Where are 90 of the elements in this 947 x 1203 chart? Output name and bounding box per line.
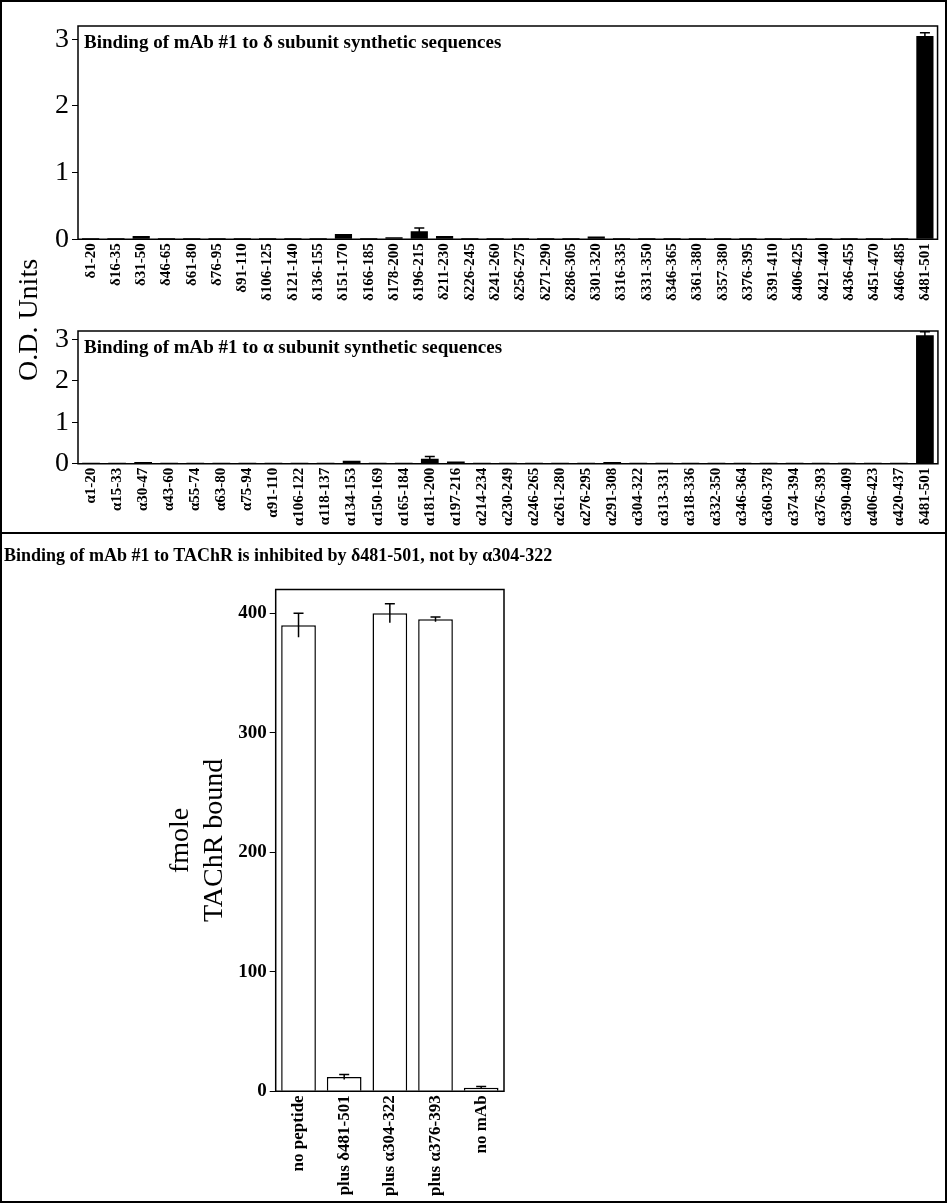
y-tick-label: 100 [238,959,267,981]
y-tick-label: 0 [55,445,69,477]
y-tick-label: 1 [55,404,69,436]
x-tick-label: δ421-440 [814,243,831,301]
x-tick-label: δ316-335 [612,243,629,301]
y-tick-label: 2 [55,363,69,395]
x-tick-label: α134-153 [342,467,359,527]
x-tick-label: α390-409 [837,467,854,527]
x-tick-label: δ46-65 [157,243,174,286]
x-tick-label: δ151-170 [334,243,351,301]
x-tick-label: α181-200 [420,467,437,527]
y-tick-label: 300 [238,720,267,742]
x-tick-label: δ76-95 [207,243,224,286]
y-tick-label: 0 [257,1079,267,1101]
y-tick-label: 1 [55,154,69,186]
x-tick-label: no peptide [287,1094,307,1172]
x-tick-label: α374-394 [785,467,802,527]
x-tick-label: δ271-290 [536,243,553,301]
y-tick-label: 2 [55,88,69,120]
chart-title: Binding of mAb #1 to δ subunit synthetic sequences [84,31,502,53]
x-tick-label: α332-350 [707,467,724,527]
x-tick-label: α63-80 [212,467,229,512]
x-tick-label: plus α304-322 [379,1095,399,1197]
x-tick-label: δ256-275 [511,243,528,301]
y-tick-label: 0 [55,221,69,253]
x-tick-label: δ166-185 [359,243,376,301]
x-tick-label: α291-308 [603,467,620,527]
x-tick-label: δ406-425 [789,243,806,301]
x-tick-label: α106-122 [290,467,307,527]
x-tick-label: α360-378 [759,467,776,527]
x-tick-label: δ346-365 [662,243,679,301]
x-tick-label: δ286-305 [561,243,578,301]
x-tick-label: α313-331 [655,467,672,527]
y-tick-label: 3 [55,321,69,353]
x-tick-label: α43-60 [160,467,177,512]
x-tick-label: α118-137 [316,467,333,526]
y-tick-label: 400 [238,601,267,623]
x-tick-label: α246-265 [524,467,541,527]
x-tick-label: α55-74 [186,467,203,512]
x-tick-label: α276-295 [577,467,594,527]
x-tick-label: α150-169 [368,467,385,527]
x-tick-label: δ121-140 [283,243,300,301]
x-tick-label: δ1-20 [81,243,98,279]
x-tick-label: δ91-110 [233,243,250,293]
x-tick-label: α376-393 [811,467,828,527]
x-tick-label: δ361-380 [688,243,705,301]
x-tick-label: α406-423 [863,467,880,527]
x-tick-label: α420-437 [889,467,906,527]
x-tick-label: δ241-260 [486,243,503,301]
x-tick-label: α261-280 [550,467,567,527]
x-tick-label: α30-47 [134,467,151,512]
x-tick-label: δ226-245 [460,243,477,301]
x-tick-label: δ436-455 [839,243,856,301]
x-tick-label: δ481-501 [915,467,932,526]
x-tick-label: δ211-230 [435,243,452,301]
x-tick-label: δ376-395 [738,243,755,301]
x-tick-label: no mAb [470,1095,490,1154]
y-tick-label: 3 [55,21,69,53]
x-tick-label: δ357-380 [713,243,730,301]
x-tick-label: plus α376-393 [424,1095,444,1197]
x-tick-label: plus δ481-501 [333,1095,353,1196]
x-tick-label: α304-322 [629,467,646,527]
x-tick-label: δ331-350 [637,243,654,301]
x-tick-label: α165-184 [394,467,411,527]
y-axis-title: fmole TAChR bound [163,758,228,923]
x-tick-label: δ451-470 [865,243,882,301]
x-tick-label: δ178-200 [384,243,401,301]
x-tick-label: δ136-155 [309,243,326,301]
x-tick-label: α318-336 [681,467,698,527]
x-tick-label: α75-94 [238,467,255,512]
x-tick-label: δ16-35 [106,243,123,286]
x-tick-label: α91-110 [264,467,281,518]
x-tick-label: α214-234 [472,467,489,527]
x-tick-label: α197-216 [446,467,463,527]
x-tick-label: α230-249 [498,467,515,527]
x-tick-label: α1-20 [81,467,98,504]
x-tick-label: δ301-320 [587,243,604,301]
x-tick-label: δ31-50 [132,243,149,286]
x-tick-label: δ391-410 [764,243,781,301]
x-tick-label: α15-33 [107,467,124,512]
x-tick-label: δ466-485 [890,243,907,301]
chart-title: Binding of mAb #1 to α subunit synthetic sequences [84,336,503,358]
x-tick-label: δ61-80 [182,243,199,286]
y-tick-label: 200 [238,840,267,862]
x-tick-label: δ481-501 [915,243,932,301]
y-axis-title: O.D. Units [12,258,44,382]
x-tick-label: δ106-125 [258,243,275,301]
chart-title: Binding of mAb #1 to TAChR is inhibited by δ481-501, not by α304-322 [3,545,554,566]
x-tick-label: δ196-215 [410,243,427,301]
x-tick-label: α346-364 [733,467,750,527]
